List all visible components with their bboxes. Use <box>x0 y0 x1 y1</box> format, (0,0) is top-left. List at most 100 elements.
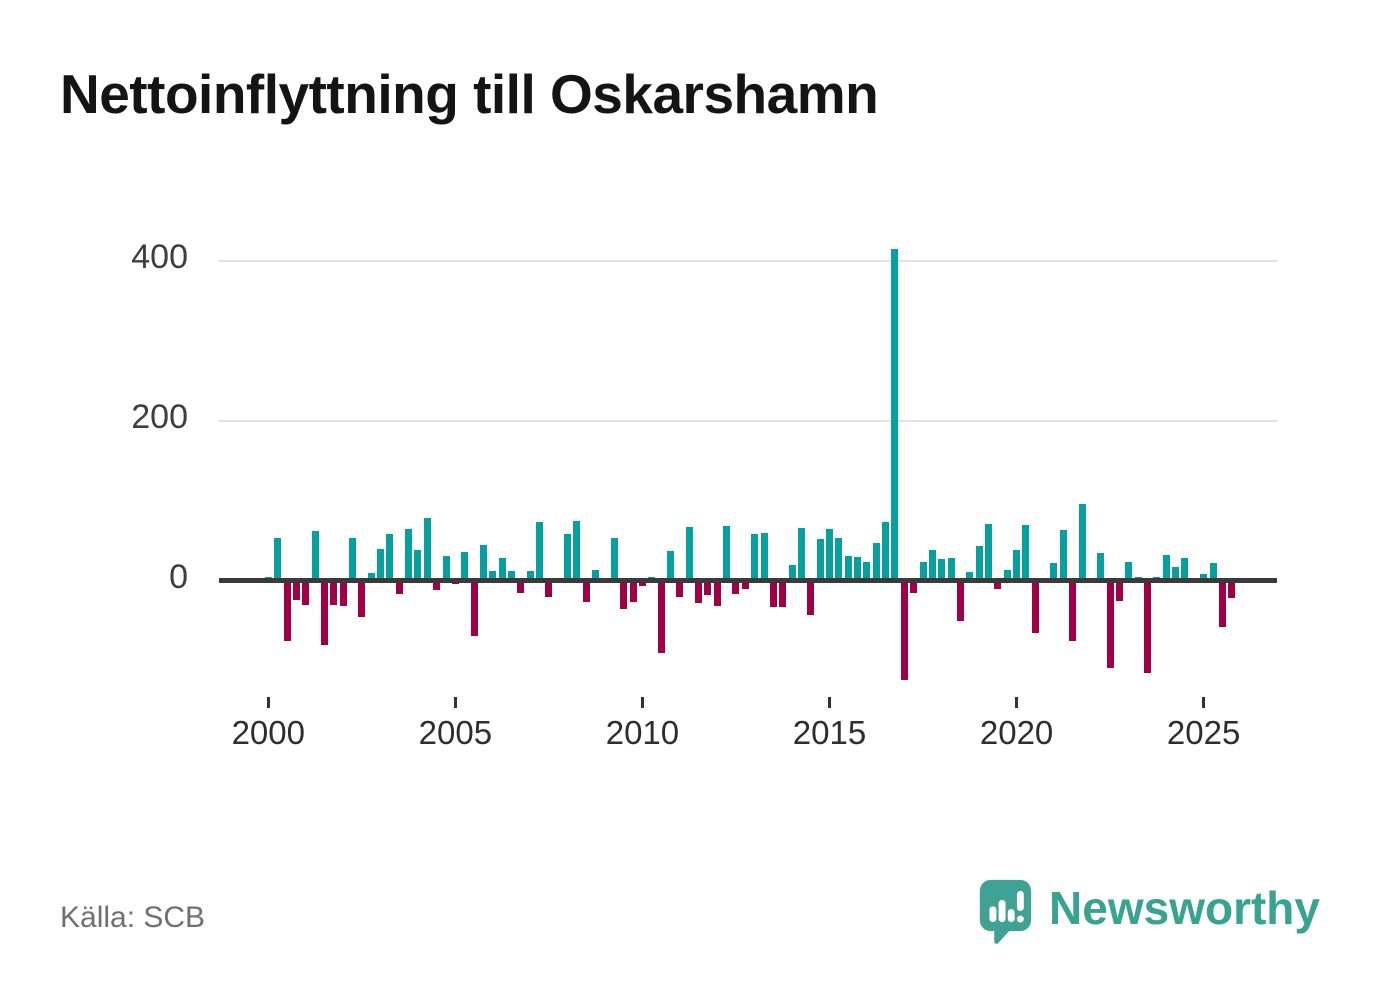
bar-2022-Q2 <box>1097 552 1104 581</box>
bar-2012-Q2 <box>723 526 730 581</box>
bar-2011-Q4 <box>704 580 711 595</box>
bar-2024-Q3 <box>1181 558 1188 581</box>
bar-2023-Q1 <box>1125 562 1132 581</box>
bar-2009-Q2 <box>611 538 618 581</box>
bar-2000-Q3 <box>284 580 291 641</box>
bar-2015-Q4 <box>854 557 861 581</box>
bar-2005-Q3 <box>471 580 478 636</box>
bar-2024-Q1 <box>1163 554 1170 581</box>
bar-2012-Q1 <box>714 580 721 607</box>
bar-2025-Q1 <box>1200 574 1207 581</box>
bar-2001-Q2 <box>312 530 319 581</box>
bar-2010-Q4 <box>667 550 674 581</box>
bar-2019-Q2 <box>985 523 992 581</box>
bar-2003-Q2 <box>386 534 393 581</box>
bar-2004-Q3 <box>433 580 440 591</box>
x-axis-label-2010: 2010 <box>605 714 680 751</box>
bar-2010-Q3 <box>658 580 665 654</box>
x-axis-label-2020: 2020 <box>979 714 1054 751</box>
newsworthy-logo-icon <box>978 878 1033 944</box>
y-axis-label-0: 0 <box>169 557 188 596</box>
gridline-200 <box>219 419 1277 422</box>
bar-2025-Q2 <box>1210 562 1217 581</box>
bar-2016-Q4 <box>891 248 898 581</box>
bar-2011-Q3 <box>695 580 702 603</box>
bar-2008-Q2 <box>573 521 580 581</box>
bar-2007-Q2 <box>536 522 543 581</box>
bar-2013-Q4 <box>779 580 786 607</box>
x-axis-line <box>219 578 1277 583</box>
bar-2016-Q2 <box>873 542 880 581</box>
gridline-400 <box>219 259 1277 262</box>
bar-2018-Q2 <box>948 558 955 581</box>
bar-2021-Q3 <box>1069 580 1076 642</box>
bar-2025-Q4 <box>1228 580 1235 599</box>
bar-2017-Q2 <box>910 580 917 594</box>
bar-2001-Q1 <box>302 580 309 605</box>
bar-2008-Q4 <box>592 570 599 581</box>
bar-2018-Q4 <box>966 571 973 581</box>
bar-2013-Q2 <box>761 532 768 581</box>
bar-2016-Q1 <box>863 562 870 581</box>
bar-2002-Q3 <box>358 580 365 618</box>
bar-2000-Q4 <box>293 580 300 600</box>
bar-2002-Q1 <box>340 580 347 607</box>
x-axis-label-2025: 2025 <box>1166 714 1241 751</box>
bar-2006-Q1 <box>489 570 496 581</box>
bar-2008-Q3 <box>583 580 590 603</box>
newsworthy-logo: Newsworthy <box>978 878 1320 944</box>
bar-2007-Q1 <box>527 570 534 581</box>
x-axis-label-2015: 2015 <box>792 714 867 751</box>
x-tick-2000 <box>266 697 270 708</box>
bar-2004-Q2 <box>424 518 431 581</box>
bar-2015-Q2 <box>835 538 842 581</box>
bar-2006-Q4 <box>517 580 524 593</box>
bar-2005-Q4 <box>480 544 487 581</box>
bar-2022-Q4 <box>1116 580 1123 601</box>
bar-2001-Q3 <box>321 580 328 645</box>
bar-2011-Q2 <box>686 526 693 581</box>
bar-2021-Q2 <box>1060 530 1067 581</box>
x-axis-label-2005: 2005 <box>418 714 493 751</box>
bar-2018-Q3 <box>957 580 964 622</box>
bar-2009-Q3 <box>620 580 627 610</box>
bar-2003-Q1 <box>377 549 384 581</box>
y-axis-label-200: 200 <box>131 397 188 436</box>
bar-2014-Q4 <box>817 538 824 581</box>
bar-2018-Q1 <box>938 558 945 581</box>
bar-2022-Q3 <box>1107 580 1114 668</box>
chart-title: Nettoinflyttning till Oskarshamn <box>60 63 879 125</box>
bar-2013-Q3 <box>770 580 777 607</box>
bar-2014-Q1 <box>789 564 796 581</box>
bar-2006-Q2 <box>499 558 506 581</box>
bar-2003-Q3 <box>396 580 403 595</box>
bar-2012-Q3 <box>732 580 739 595</box>
source-label: Källa: SCB <box>60 901 206 934</box>
bar-2017-Q1 <box>901 580 908 680</box>
bar-2017-Q4 <box>929 550 936 581</box>
bar-2023-Q3 <box>1144 580 1151 673</box>
bar-2021-Q1 <box>1050 562 1057 581</box>
bar-2017-Q3 <box>920 562 927 581</box>
bar-2005-Q2 <box>461 551 468 581</box>
bar-2020-Q3 <box>1032 580 1039 634</box>
bar-2002-Q4 <box>368 573 375 581</box>
bar-2020-Q1 <box>1013 550 1020 581</box>
bar-2019-Q1 <box>976 546 983 581</box>
newsworthy-wordmark: Newsworthy <box>1049 882 1320 934</box>
bar-2013-Q1 <box>751 534 758 581</box>
y-axis-label-400: 400 <box>131 237 188 276</box>
x-axis-label-2000: 2000 <box>231 714 305 751</box>
bar-2020-Q2 <box>1022 524 1029 581</box>
bar-2019-Q4 <box>1004 570 1011 581</box>
bar-2024-Q2 <box>1172 566 1179 581</box>
bar-2014-Q3 <box>807 580 814 615</box>
bar-2004-Q4 <box>443 555 450 581</box>
bar-2014-Q2 <box>798 527 805 581</box>
bar-2016-Q3 <box>882 522 889 581</box>
bar-2008-Q1 <box>564 534 571 581</box>
bar-2009-Q4 <box>630 580 637 603</box>
x-tick-2005 <box>453 697 457 708</box>
bar-2003-Q4 <box>405 529 412 581</box>
